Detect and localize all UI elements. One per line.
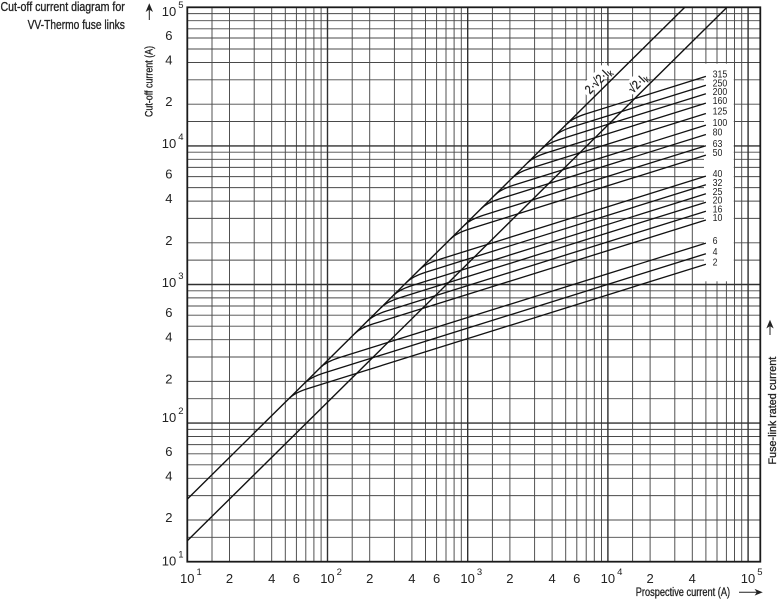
- svg-text:4: 4: [408, 571, 415, 586]
- svg-text:32: 32: [713, 176, 723, 188]
- svg-text:Cut-off current diagram for: Cut-off current diagram for: [0, 0, 124, 14]
- svg-text:6: 6: [293, 571, 300, 586]
- svg-text:6: 6: [433, 571, 440, 586]
- svg-text:6: 6: [573, 571, 580, 586]
- svg-text:2: 2: [165, 233, 172, 248]
- svg-text:4: 4: [689, 571, 696, 586]
- svg-text:16: 16: [713, 203, 723, 215]
- svg-text:2: 2: [165, 371, 172, 386]
- svg-text:4: 4: [165, 330, 172, 345]
- svg-text:100: 100: [713, 117, 728, 129]
- svg-text:4: 4: [165, 468, 172, 483]
- svg-text:2: 2: [506, 571, 513, 586]
- svg-text:6: 6: [165, 167, 172, 182]
- svg-text:63: 63: [713, 137, 723, 149]
- svg-text:2: 2: [366, 571, 373, 586]
- svg-text:6: 6: [165, 28, 172, 43]
- svg-text:20: 20: [713, 194, 723, 206]
- svg-text:6: 6: [713, 235, 718, 247]
- svg-text:4: 4: [165, 191, 172, 206]
- svg-text:Cut-off current (A): Cut-off current (A): [144, 46, 156, 117]
- svg-text:2: 2: [646, 571, 653, 586]
- svg-text:2: 2: [226, 571, 233, 586]
- svg-text:315: 315: [713, 68, 728, 80]
- svg-text:4: 4: [713, 245, 718, 257]
- svg-text:6: 6: [165, 305, 172, 320]
- svg-text:4: 4: [548, 571, 555, 586]
- svg-text:200: 200: [713, 85, 728, 97]
- svg-text:Prospective current (A): Prospective current (A): [636, 586, 730, 599]
- svg-text:Fuse-link rated current: Fuse-link rated current: [767, 357, 779, 465]
- svg-text:40: 40: [713, 168, 723, 180]
- svg-text:160: 160: [713, 95, 728, 107]
- svg-text:80: 80: [713, 126, 723, 138]
- svg-text:50: 50: [713, 147, 723, 159]
- svg-text:VV-Thermo fuse links: VV-Thermo fuse links: [28, 19, 126, 32]
- svg-text:4: 4: [165, 53, 172, 68]
- svg-text:2: 2: [713, 256, 718, 268]
- svg-text:250: 250: [713, 77, 728, 89]
- svg-text:10: 10: [713, 212, 723, 224]
- svg-text:2: 2: [165, 510, 172, 525]
- svg-text:6: 6: [165, 444, 172, 459]
- svg-text:4: 4: [268, 571, 275, 586]
- svg-text:125: 125: [713, 105, 728, 117]
- svg-text:25: 25: [713, 185, 723, 197]
- svg-text:2: 2: [165, 94, 172, 109]
